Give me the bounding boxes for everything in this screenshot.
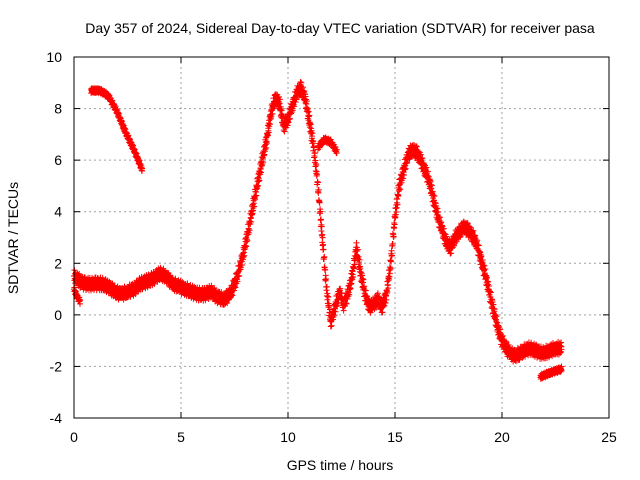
axis-ticks [73,56,610,419]
y-tick-label: 4 [54,204,62,220]
series-markers [71,79,565,365]
plot-frame [73,56,610,419]
y-tick-label: 8 [54,101,62,117]
y-tick-labels: -4 -2 0 2 4 6 8 10 [46,49,62,426]
x-tick-label: 5 [177,429,185,445]
grid-lines [74,57,609,418]
series-markers [537,363,565,382]
x-tick-label: 15 [387,429,403,445]
x-axis-label: GPS time / hours [287,457,394,473]
x-tick-label: 0 [70,429,78,445]
y-tick-label: 10 [46,49,62,65]
data-points [71,79,565,382]
y-tick-label: -2 [50,358,63,374]
series-markers [88,84,146,174]
x-tick-label: 20 [494,429,510,445]
x-tick-label: 10 [280,429,296,445]
y-tick-label: -4 [50,410,63,426]
series-late-low [537,363,565,382]
y-axis-label: SDTVAR / TECUs [5,182,21,294]
series-mid-gap [314,134,340,157]
series-early-high [88,84,146,174]
chart-title: Day 357 of 2024, Sidereal Day-to-day VTE… [85,20,595,36]
x-tick-labels: 0 5 10 15 20 25 [70,429,617,445]
y-tick-label: 0 [54,307,62,323]
x-tick-label: 25 [601,429,617,445]
series-markers [314,134,340,157]
y-tick-label: 6 [54,152,62,168]
series-main [71,79,565,365]
y-tick-label: 2 [54,255,62,271]
